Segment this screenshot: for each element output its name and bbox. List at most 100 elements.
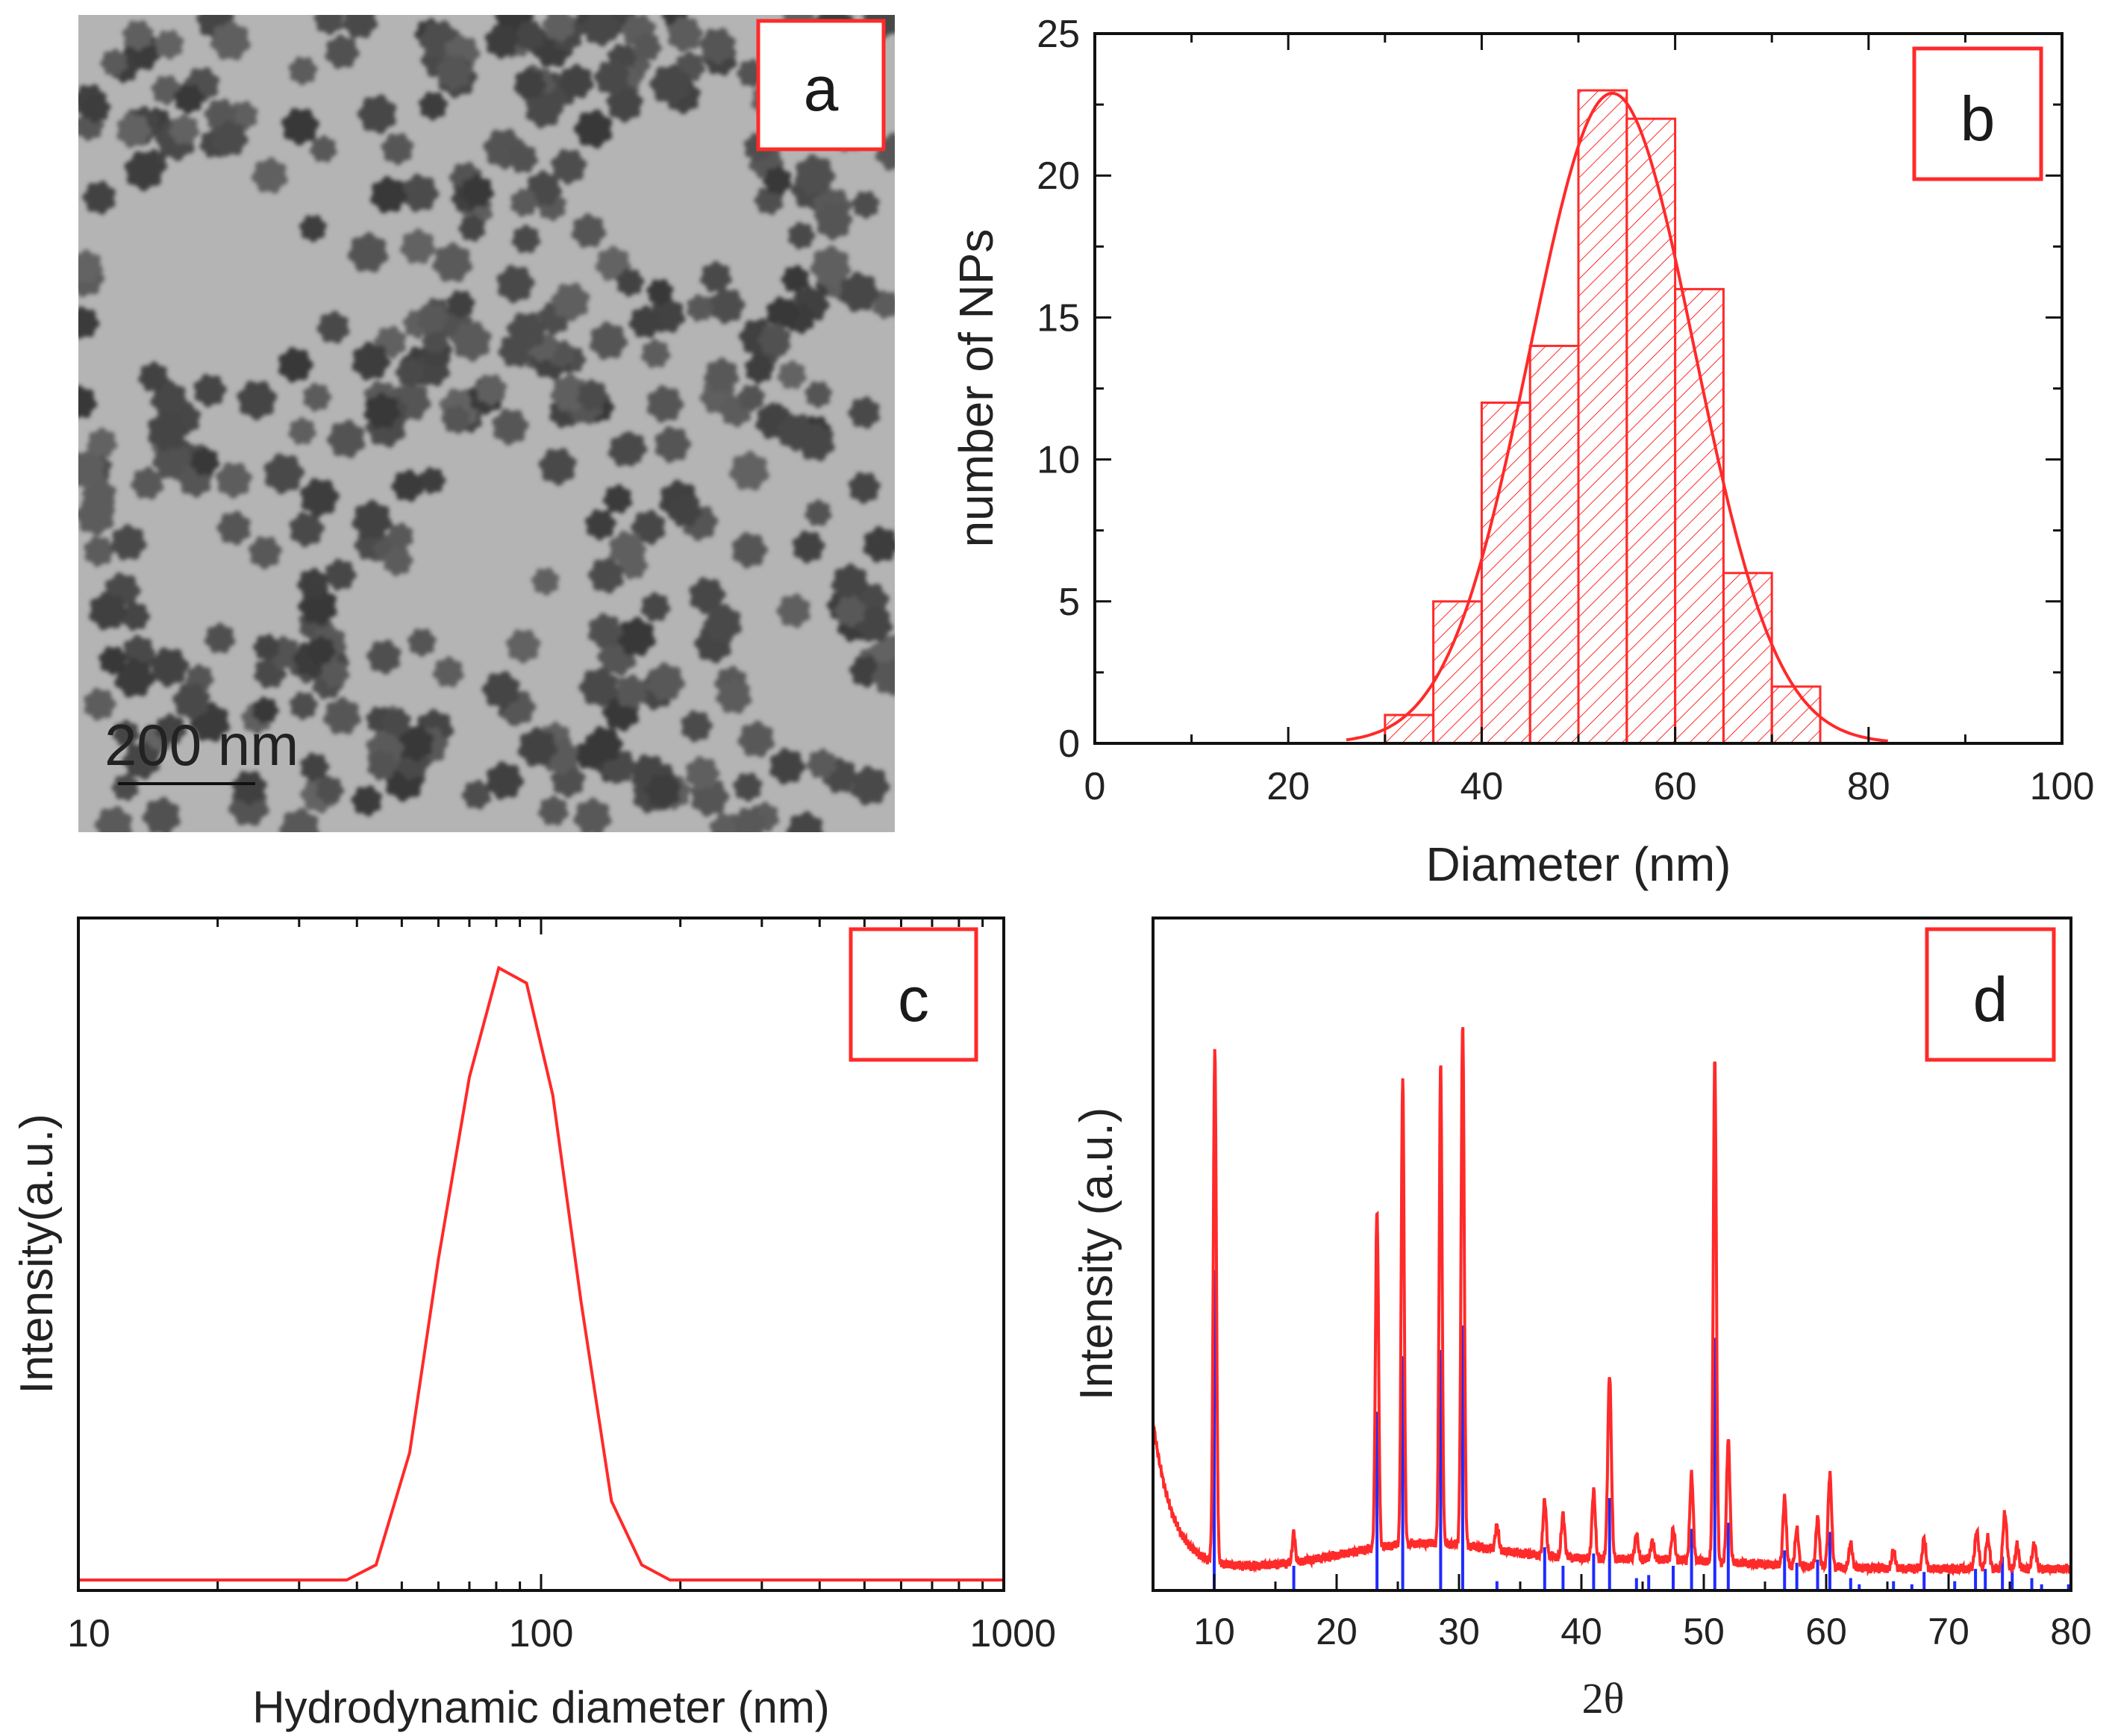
tem-particle bbox=[399, 228, 437, 264]
tem-particle bbox=[142, 796, 181, 832]
tem-particle bbox=[744, 354, 775, 384]
tem-particle bbox=[363, 392, 402, 429]
tem-particle bbox=[313, 15, 345, 36]
x-tick-label: 1000 bbox=[969, 1612, 1056, 1655]
tem-particle bbox=[602, 484, 633, 514]
tem-particle bbox=[699, 28, 737, 66]
tem-particle bbox=[474, 374, 507, 407]
panel-c-label: c bbox=[898, 964, 929, 1034]
tem-particle bbox=[417, 302, 449, 334]
tem-particle bbox=[350, 784, 382, 817]
panel-c-ylabel: Intensity(a.u.) bbox=[11, 1114, 63, 1394]
tem-particle bbox=[732, 531, 769, 569]
x-tick-label: 70 bbox=[1928, 1611, 1969, 1652]
tem-particle bbox=[299, 478, 340, 518]
tem-particle bbox=[584, 509, 616, 541]
tem-particle bbox=[737, 720, 775, 758]
panel-a: a 200 nm bbox=[78, 15, 895, 832]
tem-particle bbox=[211, 119, 249, 157]
tem-particle bbox=[99, 49, 128, 77]
tem-particle bbox=[122, 20, 154, 52]
scale-bar-label: 200 nm bbox=[104, 712, 299, 778]
tem-particle bbox=[614, 431, 648, 464]
tem-particle bbox=[667, 493, 702, 527]
tem-particle bbox=[728, 450, 770, 491]
tem-particle bbox=[644, 773, 681, 811]
tem-particle bbox=[123, 151, 166, 192]
x-tick-label: 60 bbox=[1805, 1611, 1847, 1652]
tem-particle bbox=[646, 662, 685, 702]
tem-particle bbox=[581, 15, 619, 47]
tem-particle bbox=[78, 495, 116, 536]
tem-particle bbox=[702, 604, 743, 643]
reference-sticks bbox=[1213, 1270, 2070, 1590]
tem-particle bbox=[296, 567, 329, 600]
panel-c-ticks: 10 100 1000 bbox=[67, 918, 1056, 1655]
x-tick-label: 80 bbox=[2050, 1611, 2092, 1652]
tem-particle bbox=[616, 268, 645, 297]
tem-particle bbox=[78, 249, 104, 284]
tem-particle bbox=[215, 462, 253, 499]
tem-particle bbox=[351, 499, 393, 540]
x-tick-label: 100 bbox=[509, 1612, 574, 1655]
tem-particle bbox=[681, 710, 713, 743]
y-tick-label: 15 bbox=[1037, 296, 1080, 340]
tem-particle bbox=[109, 523, 147, 561]
tem-particle bbox=[78, 449, 104, 490]
tem-particle bbox=[98, 646, 128, 676]
tem-particle bbox=[303, 382, 332, 412]
tem-particle bbox=[278, 346, 314, 384]
tem-particle bbox=[851, 191, 881, 219]
tem-particle bbox=[703, 357, 740, 393]
gaussian-fit-line bbox=[1346, 91, 1888, 743]
panel-b-xlabel: Diameter (nm) bbox=[1426, 837, 1731, 891]
tem-particle bbox=[210, 19, 252, 60]
tem-particle bbox=[322, 696, 362, 734]
tem-particle bbox=[762, 165, 792, 196]
tem-particle bbox=[86, 427, 118, 458]
tem-particle bbox=[149, 647, 190, 688]
tem-particle bbox=[419, 466, 447, 495]
tem-particle bbox=[356, 93, 397, 135]
tem-particle bbox=[616, 616, 657, 657]
tem-particle bbox=[788, 221, 816, 250]
tem-particle bbox=[792, 530, 825, 563]
tem-particle bbox=[689, 576, 727, 615]
tem-particle bbox=[537, 795, 569, 825]
tem-particle bbox=[193, 373, 228, 408]
tem-particle bbox=[307, 635, 337, 664]
tem-particle bbox=[390, 469, 424, 503]
y-tick-label: 5 bbox=[1058, 581, 1080, 624]
tem-particle bbox=[385, 522, 413, 551]
tem-particle bbox=[190, 446, 220, 476]
tem-particle bbox=[278, 808, 320, 832]
histogram-bar bbox=[1384, 714, 1435, 745]
x-tick-label: 0 bbox=[1084, 765, 1106, 808]
tem-particle bbox=[481, 670, 520, 710]
tem-particle bbox=[460, 173, 495, 207]
y-tick-label: 10 bbox=[1037, 439, 1080, 482]
tem-particle bbox=[510, 224, 541, 254]
tem-particle bbox=[248, 536, 282, 570]
y-tick-label: 20 bbox=[1037, 154, 1080, 198]
tem-particle bbox=[709, 287, 746, 325]
tem-particle bbox=[251, 157, 289, 194]
tem-particle bbox=[457, 214, 486, 243]
tem-particle bbox=[366, 639, 402, 675]
tem-particle bbox=[506, 312, 547, 353]
histogram-bar bbox=[1577, 89, 1628, 745]
tem-particle bbox=[263, 452, 305, 495]
y-tick-label: 25 bbox=[1037, 13, 1080, 56]
tem-particle bbox=[716, 678, 752, 714]
tem-particle bbox=[367, 749, 399, 781]
tem-particle bbox=[646, 279, 674, 307]
tem-particle bbox=[216, 510, 251, 546]
tem-particle bbox=[252, 696, 280, 725]
tem-particle bbox=[863, 525, 895, 563]
tem-particle bbox=[786, 811, 823, 832]
tem-particle bbox=[737, 384, 766, 412]
tem-particle bbox=[804, 499, 833, 526]
tem-particle bbox=[572, 796, 613, 832]
panel-a-label: a bbox=[804, 54, 839, 124]
